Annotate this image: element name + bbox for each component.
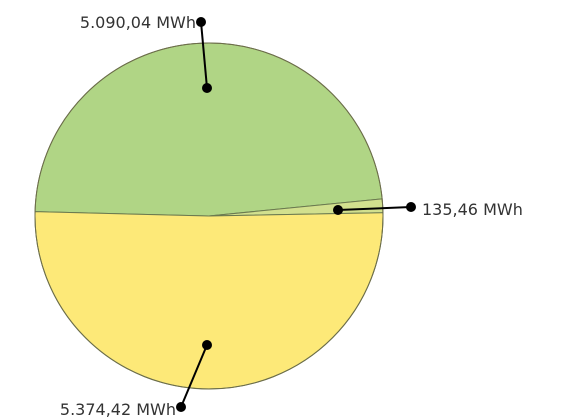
slice-dot-3 xyxy=(202,340,212,350)
pie-slice-1 xyxy=(34,42,383,217)
label-dot-1 xyxy=(196,17,206,27)
label-dot-2 xyxy=(406,202,416,212)
pie-outline xyxy=(34,42,384,390)
slice-value-label-1: 5.090,04 MWh xyxy=(80,13,196,32)
leader-line-2 xyxy=(337,206,412,211)
slice-value-label-3: 5.374,42 MWh xyxy=(60,400,176,419)
leader-line-3 xyxy=(180,344,208,408)
pie-slices xyxy=(34,42,384,390)
slice-dot-2 xyxy=(333,205,343,215)
pie-labels: 5.090,04 MWh 135,46 MWh 5.374,42 MWh xyxy=(60,13,523,419)
label-dot-3 xyxy=(176,402,186,412)
slice-dot-1 xyxy=(202,83,212,93)
leader-line-1 xyxy=(200,21,208,89)
pie-slice-3 xyxy=(34,211,384,390)
slice-value-label-2: 135,46 MWh xyxy=(422,200,523,219)
